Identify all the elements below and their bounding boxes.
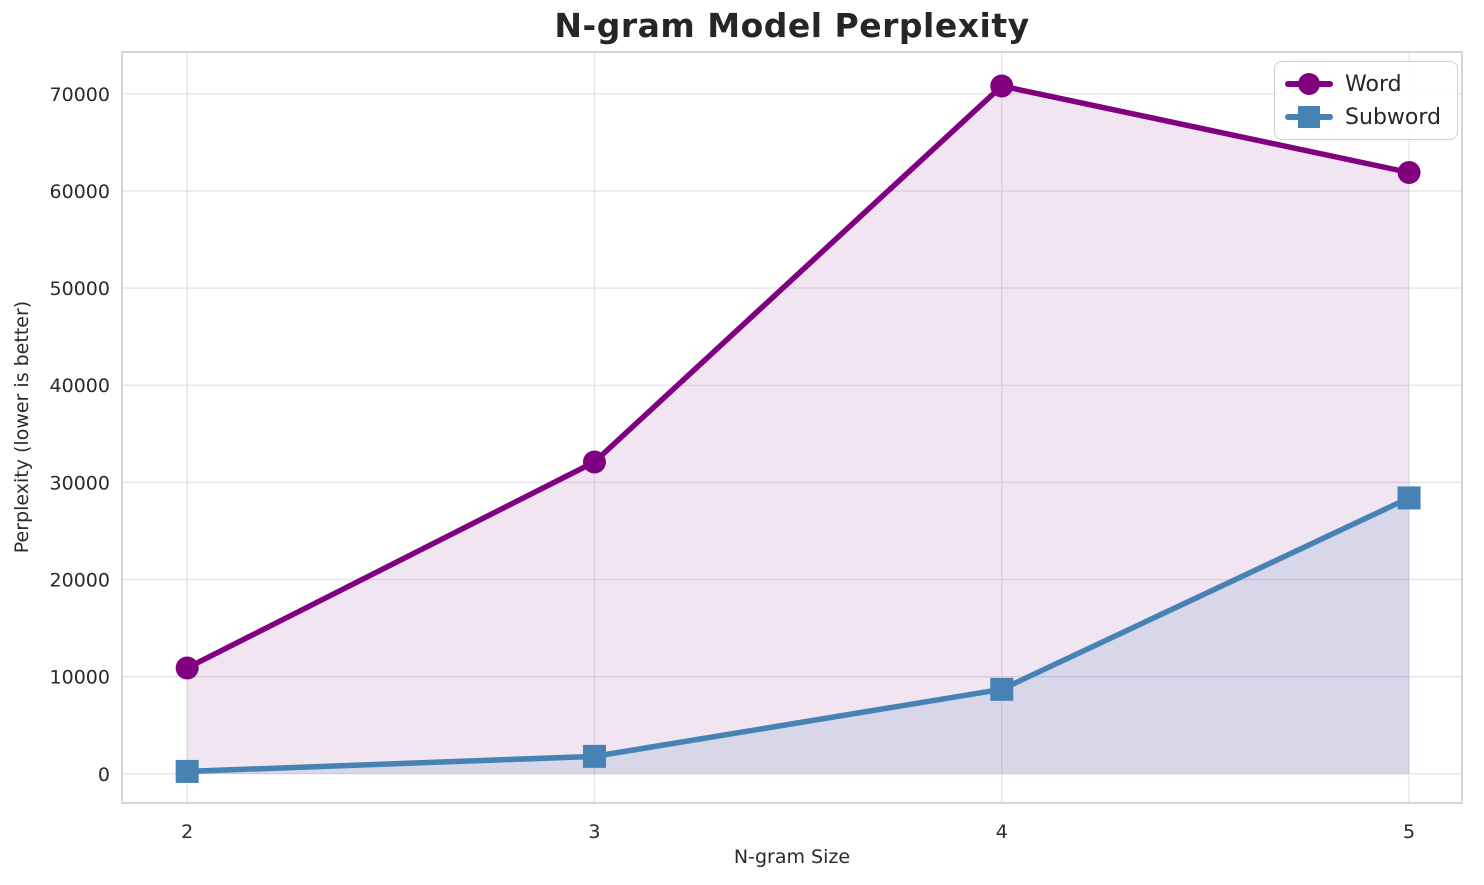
subword-marker: [1397, 486, 1421, 510]
subword-marker: [990, 677, 1014, 701]
x-tick-label: 4: [996, 821, 1008, 843]
legend-label-subword: Subword: [1345, 104, 1441, 130]
x-tick-label: 3: [588, 821, 600, 843]
y-tick-label: 40000: [50, 375, 110, 397]
chart-title: N-gram Model Perplexity: [554, 6, 1030, 45]
word-marker: [1397, 160, 1421, 184]
word-marker: [175, 656, 199, 680]
word-legend-sample: [1285, 71, 1334, 97]
x-axis-label: N-gram Size: [733, 846, 851, 868]
y-tick-label: 0: [98, 764, 110, 786]
y-tick-label: 60000: [50, 181, 110, 203]
subword-line: [187, 495, 1411, 775]
y-tick-label: 30000: [50, 472, 110, 494]
word-marker: [582, 450, 606, 474]
subword-square-marker-icon: [1298, 106, 1321, 128]
x-tick-label: 5: [1403, 821, 1415, 843]
plot-border: [121, 51, 1463, 804]
legend-item-subword: Subword: [1285, 102, 1441, 132]
word-area-fill: [187, 86, 1410, 774]
word-circle-marker-icon: [1298, 73, 1321, 95]
legend-item-word: Word: [1285, 69, 1441, 99]
subword-marker: [175, 759, 199, 783]
y-tick-label: 10000: [50, 667, 110, 689]
y-tick-label: 70000: [50, 84, 110, 106]
subword-legend-sample: [1285, 104, 1334, 130]
legend: Word Subword: [1274, 61, 1458, 140]
subword-area-fill: [187, 497, 1410, 774]
legend-label-word: Word: [1345, 71, 1402, 97]
word-line: [185, 83, 1410, 671]
word-marker: [990, 74, 1014, 98]
y-tick-label: 20000: [50, 570, 110, 592]
subword-marker: [582, 744, 606, 768]
y-axis-label: Perplexity (lower is better): [11, 300, 33, 554]
y-tick-label: 50000: [50, 278, 110, 300]
x-tick-label: 2: [181, 821, 193, 843]
